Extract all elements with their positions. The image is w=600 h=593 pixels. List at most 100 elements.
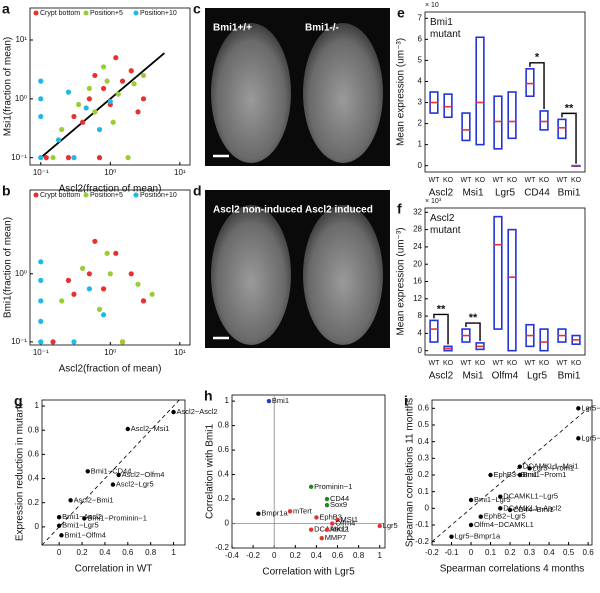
title-line: mutant bbox=[430, 29, 461, 40]
point bbox=[86, 85, 92, 92]
image-label: Ascl2 non-induced bbox=[213, 205, 302, 216]
point bbox=[319, 536, 324, 541]
point bbox=[80, 265, 86, 271]
bracket bbox=[561, 112, 577, 164]
y-tick-label: 0 bbox=[418, 346, 423, 355]
point-label: Bmi1−CD44 bbox=[91, 466, 132, 475]
x-tick-label: 0.3 bbox=[524, 548, 536, 557]
point bbox=[125, 155, 131, 161]
y-tick-label: 20 bbox=[413, 259, 422, 268]
y-tick-label: 1 bbox=[225, 396, 230, 405]
point-label: Sox9 bbox=[330, 500, 347, 509]
point bbox=[38, 155, 44, 161]
point-label: Ascl2−Lgr5 bbox=[116, 480, 154, 489]
y-tick-label: 0.4 bbox=[418, 437, 430, 446]
group-label: KO bbox=[507, 360, 518, 367]
point bbox=[104, 250, 110, 256]
group-label: WT bbox=[493, 360, 505, 367]
significance: ** bbox=[437, 303, 446, 315]
category-label: Msi1 bbox=[462, 188, 484, 199]
point bbox=[38, 339, 44, 345]
point bbox=[76, 101, 82, 108]
panel-label: h bbox=[204, 388, 213, 404]
y-tick-label: 16 bbox=[413, 277, 422, 286]
x-tick-label: 0.8 bbox=[353, 551, 365, 560]
y-tick-label: 0.6 bbox=[28, 449, 40, 458]
group-label: KO bbox=[539, 360, 550, 367]
point bbox=[266, 398, 272, 404]
category-label: Bmi1 bbox=[558, 188, 581, 199]
y-axis-label: Correlation with Bmi1 bbox=[205, 424, 216, 519]
point-label: Ascl2−Bmi1 bbox=[74, 495, 114, 504]
point-label: DCAMKL1−Msi1 bbox=[523, 462, 579, 471]
point bbox=[256, 511, 261, 516]
y-tick-label: 3 bbox=[418, 98, 423, 107]
multiplier: × 10³ bbox=[425, 198, 442, 205]
point bbox=[171, 409, 176, 415]
y-tick-label: 0.4 bbox=[218, 470, 230, 479]
y-tick-label: 4 bbox=[418, 328, 423, 337]
point bbox=[71, 339, 77, 345]
point-label: MSI1 bbox=[341, 515, 359, 524]
image-label: Bmi1-/- bbox=[305, 23, 339, 34]
panel-title: Bmi1 mutant bbox=[430, 17, 461, 40]
x-axis-label: Correlation with Lgr5 bbox=[262, 567, 355, 578]
x-tick-label: -0.4 bbox=[225, 551, 239, 560]
y-tick-label: 10⁻¹ bbox=[11, 337, 27, 346]
x-tick-label: 10¹ bbox=[174, 168, 186, 177]
y-tick-label: 4 bbox=[418, 77, 423, 86]
legend-label: Crypt bottom bbox=[40, 10, 80, 17]
legend-marker bbox=[133, 10, 139, 16]
point bbox=[527, 466, 532, 471]
point bbox=[149, 291, 155, 297]
x-axis-label: Ascl2(fraction of mean) bbox=[59, 184, 162, 195]
point-label: Lgr5−Bmpr1a bbox=[455, 532, 501, 541]
point bbox=[324, 502, 330, 508]
x-tick-label: -0.2 bbox=[425, 548, 439, 557]
y-tick-label: 0.1 bbox=[418, 487, 430, 496]
group-label: KO bbox=[443, 360, 454, 367]
point bbox=[55, 137, 62, 143]
point-label: mTert bbox=[293, 506, 313, 515]
category-label: Ascl2 bbox=[429, 371, 454, 382]
y-tick-label: 0 bbox=[225, 519, 230, 528]
x-tick-label: 0.1 bbox=[485, 548, 497, 557]
point-label: MMP7 bbox=[325, 533, 347, 542]
point bbox=[113, 250, 119, 256]
y-axis-label: Mean expression (um⁻³) bbox=[396, 38, 407, 146]
point bbox=[498, 506, 503, 511]
y-tick-label: 10⁰ bbox=[15, 269, 27, 278]
point bbox=[125, 426, 130, 432]
title-line: mutant bbox=[430, 225, 461, 236]
point bbox=[488, 472, 493, 478]
point-label: Ascl2−Ascl2 bbox=[177, 407, 218, 416]
legend-marker bbox=[33, 192, 39, 198]
x-axis-label: Correlation in WT bbox=[75, 564, 153, 575]
legend-label: Crypt bottom bbox=[40, 192, 80, 199]
point bbox=[96, 306, 103, 312]
point-label: DCAMKL1−Ascl2 bbox=[503, 503, 561, 512]
point bbox=[92, 238, 98, 244]
x-tick-label: 0.8 bbox=[145, 548, 157, 557]
point-label: Lgr5−Prom1 bbox=[533, 463, 574, 472]
x-axis-label: Spearman correlations 4 months bbox=[440, 564, 585, 575]
point bbox=[56, 523, 62, 528]
point bbox=[38, 277, 44, 283]
y-axis-label: Msi1(fraction of mean) bbox=[3, 37, 14, 136]
plot-frame bbox=[431, 399, 593, 546]
group-label: WT bbox=[429, 360, 441, 367]
group-label: WT bbox=[525, 177, 537, 184]
point bbox=[287, 509, 293, 514]
x-tick-label: 0.2 bbox=[504, 548, 516, 557]
point bbox=[86, 96, 92, 102]
group-label: WT bbox=[557, 177, 569, 184]
y-tick-label: 0.6 bbox=[218, 445, 230, 454]
point bbox=[468, 497, 474, 503]
point bbox=[517, 464, 523, 469]
point bbox=[335, 517, 340, 523]
point bbox=[517, 472, 523, 478]
legend-label: Position+10 bbox=[140, 192, 177, 199]
point-label: Ascl2 bbox=[330, 525, 348, 534]
group-label: WT bbox=[461, 177, 473, 184]
bracket bbox=[529, 62, 545, 109]
